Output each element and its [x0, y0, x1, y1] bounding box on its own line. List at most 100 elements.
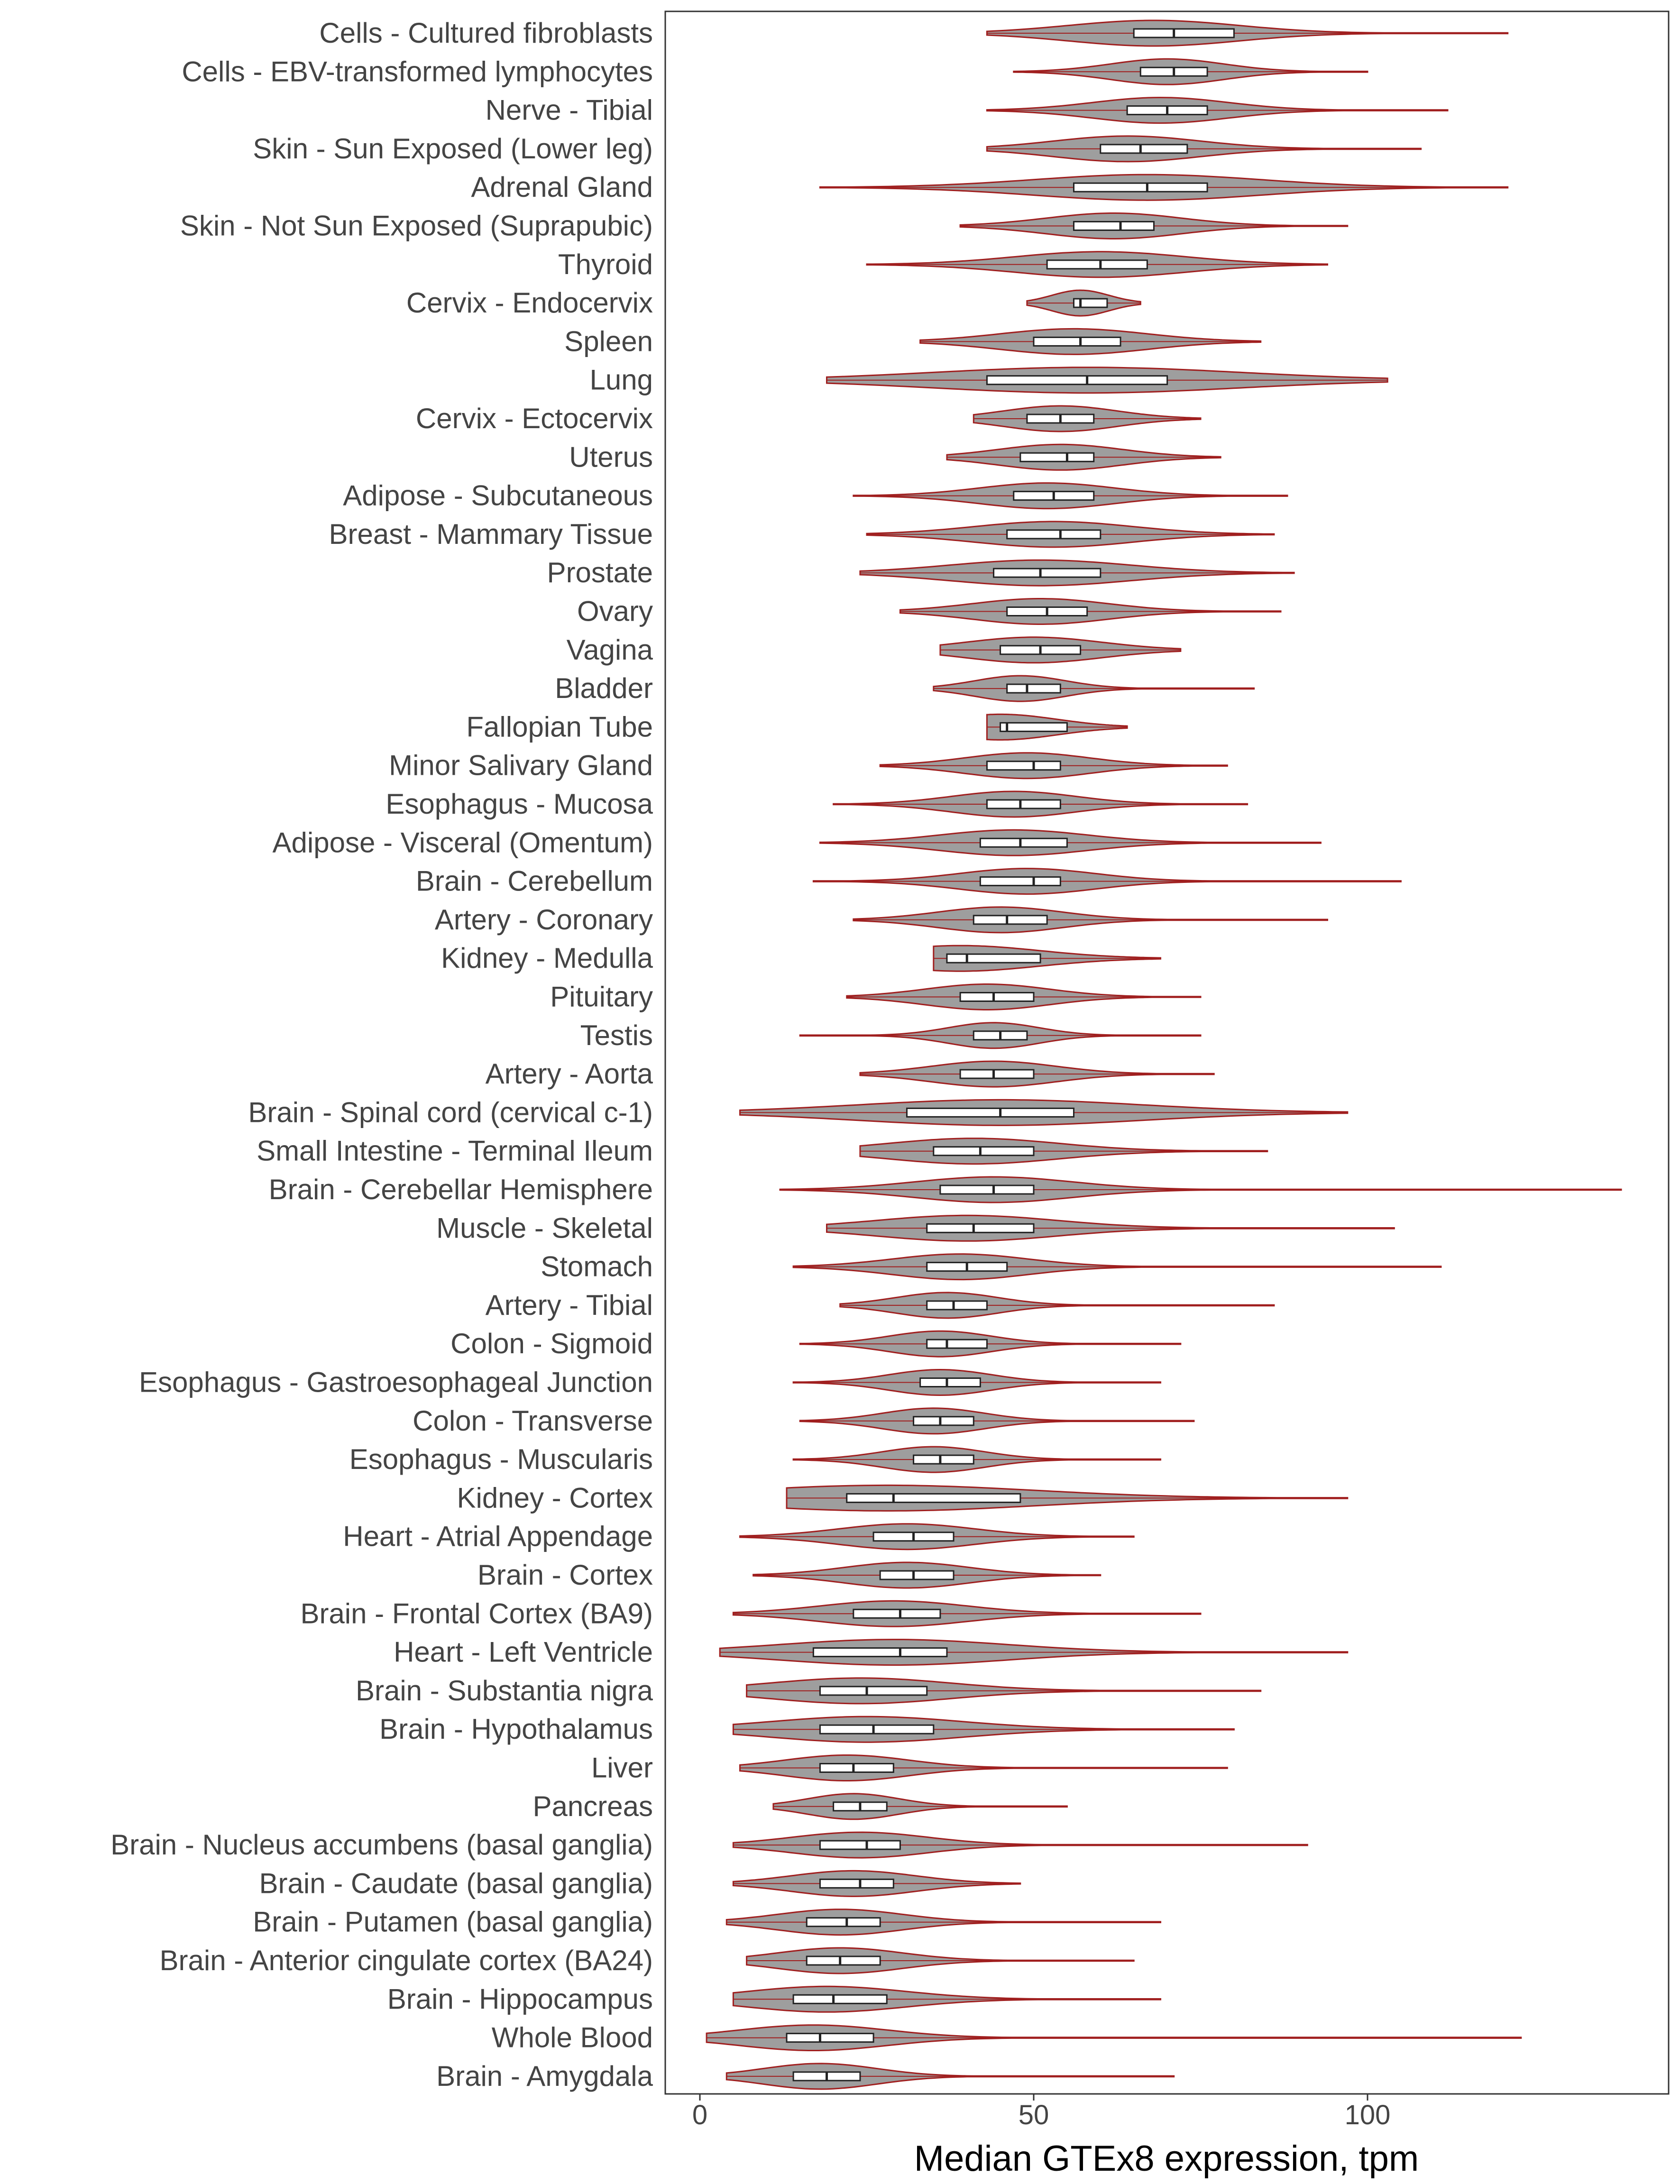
violin-36 [799, 1407, 1195, 1435]
iqr-box [812, 1647, 948, 1658]
iqr-box [973, 915, 1048, 925]
violin-41 [732, 1600, 1202, 1627]
violin-45 [739, 1754, 1228, 1781]
violin-53 [725, 2063, 1175, 2090]
iqr-box [979, 837, 1068, 848]
tissue-label: Heart - Left Ventricle [394, 1636, 653, 1668]
tissue-label: Spleen [564, 325, 653, 357]
violin-28 [739, 1099, 1349, 1126]
tissue-label: Fallopian Tube [466, 711, 653, 743]
tissue-label: Breast - Mammary Tissue [329, 518, 653, 550]
iqr-box [913, 1416, 974, 1426]
tissue-label: Cervix - Ectocervix [416, 403, 653, 434]
violin-16 [939, 636, 1182, 664]
violin-19 [879, 752, 1228, 780]
x-tick-label: 50 [1019, 2100, 1049, 2130]
tissue-label: Adipose - Visceral (Omentum) [273, 826, 653, 858]
tissue-label: Cells - Cultured fibroblasts [319, 17, 653, 49]
tissue-label: Prostate [547, 557, 653, 588]
tissue-label: Brain - Substantia nigra [356, 1675, 653, 1707]
violin-48 [732, 1870, 1021, 1897]
violin-39 [739, 1523, 1135, 1551]
tissue-label: Muscle - Skeletal [436, 1212, 653, 1244]
iqr-box [933, 1146, 1035, 1156]
tissue-label: Ovary [577, 596, 653, 627]
violin-42 [719, 1639, 1349, 1666]
violin-18 [986, 713, 1128, 741]
iqr-box [853, 1608, 941, 1619]
tissue-label: Esophagus - Mucosa [386, 788, 653, 820]
iqr-box [993, 568, 1102, 578]
violin-44 [732, 1716, 1235, 1743]
violin-38 [786, 1484, 1349, 1512]
tissue-label: Brain - Frontal Cortex (BA9) [300, 1597, 653, 1629]
tissue-labels: Cells - Cultured fibroblasts Cells - EBV-… [110, 17, 653, 2092]
iqr-box [986, 799, 1061, 809]
iqr-box [1046, 259, 1148, 270]
iqr-box [986, 375, 1168, 385]
violin-10 [973, 405, 1202, 432]
violin-35 [792, 1368, 1161, 1396]
violin-23 [853, 906, 1328, 934]
violin-37 [792, 1446, 1161, 1473]
tissue-label: Testis [580, 1019, 653, 1051]
tissue-label: Kidney - Medulla [441, 942, 653, 974]
iqr-box [926, 1339, 988, 1349]
tissue-label: Brain - Amygdala [436, 2060, 653, 2092]
violins-layer [706, 19, 1622, 2090]
iqr-box [906, 1107, 1074, 1118]
violin-27 [859, 1060, 1215, 1088]
iqr-box [1133, 28, 1235, 38]
tissue-label: Nerve - Tibial [486, 94, 653, 126]
iqr-box [1100, 144, 1188, 154]
x-tick-label: 0 [692, 2100, 707, 2130]
violin-13 [866, 521, 1275, 548]
tissue-label: Brain - Cerebellar Hemisphere [269, 1174, 653, 1205]
violin-40 [753, 1561, 1102, 1589]
tissue-label: Brain - Spinal cord (cervical c-1) [248, 1096, 653, 1128]
tissue-label: Brain - Cerebellum [416, 865, 653, 897]
iqr-box [786, 2033, 874, 2043]
violin-30 [779, 1176, 1622, 1203]
tissue-label: Esophagus - Gastroesophageal Junction [139, 1367, 653, 1398]
violin-46 [772, 1793, 1068, 1820]
violin-25 [846, 983, 1202, 1010]
violin-22 [812, 868, 1402, 895]
tissue-label: Minor Salivary Gland [389, 750, 653, 781]
violin-32 [792, 1253, 1442, 1281]
tissue-label: Brain - Caudate (basal ganglia) [259, 1867, 653, 1899]
violin-14 [859, 559, 1295, 587]
tissue-label: Stomach [541, 1251, 653, 1283]
tissue-label: Colon - Transverse [413, 1405, 653, 1437]
iqr-box [819, 1878, 894, 1889]
violin-11 [946, 443, 1221, 471]
violin-5 [959, 212, 1349, 239]
tissue-label: Brain - Hypothalamus [379, 1713, 653, 1745]
iqr-box [819, 1724, 935, 1734]
violin-34 [799, 1330, 1182, 1358]
iqr-box [913, 1454, 974, 1465]
violin-52 [706, 2024, 1522, 2051]
iqr-box [1000, 722, 1068, 732]
violin-26 [799, 1022, 1202, 1049]
iqr-box [1073, 221, 1155, 231]
iqr-box [986, 761, 1061, 771]
x-axis-title: Median GTEx8 expression, tpm [914, 2138, 1419, 2179]
tissue-label: Artery - Tibial [486, 1289, 653, 1321]
tissue-label: Liver [591, 1752, 653, 1784]
violin-43 [746, 1677, 1262, 1705]
tissue-label: Vagina [567, 634, 653, 666]
iqr-box [806, 1917, 881, 1927]
tissue-label: Brain - Cortex [477, 1559, 653, 1591]
violin-24 [933, 945, 1161, 972]
tissue-label: Colon - Sigmoid [450, 1328, 653, 1359]
violin-7 [1026, 289, 1141, 317]
iqr-box [879, 1570, 955, 1580]
tissue-label: Artery - Coronary [435, 904, 653, 936]
x-tick-label: 100 [1345, 2100, 1391, 2130]
violin-9 [826, 367, 1388, 394]
violin-20 [833, 790, 1249, 818]
violin-29 [859, 1138, 1268, 1165]
iqr-box [819, 1840, 901, 1850]
